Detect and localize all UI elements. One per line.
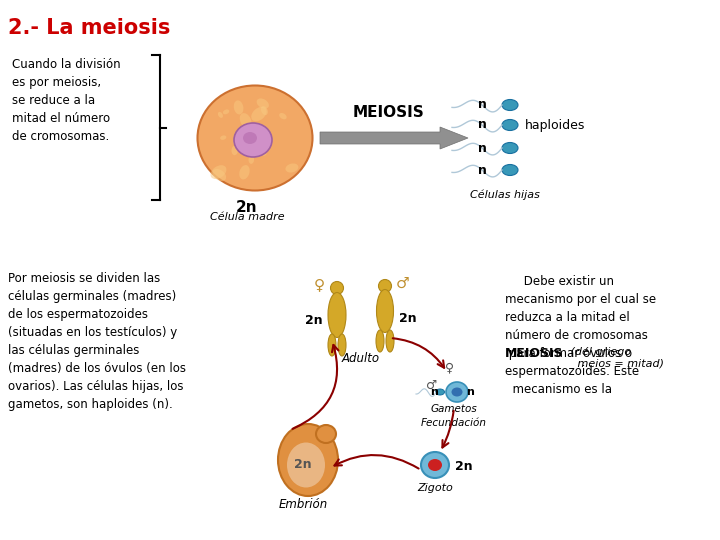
- Text: Embrión: Embrión: [279, 498, 328, 511]
- Ellipse shape: [377, 289, 394, 333]
- Ellipse shape: [502, 143, 518, 153]
- Ellipse shape: [386, 330, 394, 352]
- Ellipse shape: [379, 280, 392, 293]
- Text: MEIOSIS: MEIOSIS: [505, 347, 564, 360]
- Text: ♀: ♀: [446, 361, 454, 375]
- Ellipse shape: [248, 156, 254, 164]
- Text: (del griego
   meios = mitad): (del griego meios = mitad): [567, 347, 664, 369]
- Ellipse shape: [212, 169, 226, 181]
- Text: ♂: ♂: [396, 275, 410, 291]
- Text: 2n: 2n: [399, 312, 417, 325]
- Text: n: n: [466, 387, 474, 397]
- Ellipse shape: [234, 135, 243, 145]
- Text: 2n: 2n: [294, 458, 312, 471]
- Ellipse shape: [234, 100, 243, 114]
- Text: Fecundación: Fecundación: [421, 418, 487, 428]
- Ellipse shape: [285, 164, 298, 173]
- Ellipse shape: [279, 113, 287, 119]
- Ellipse shape: [287, 442, 325, 488]
- Ellipse shape: [233, 138, 240, 144]
- Ellipse shape: [218, 112, 223, 118]
- Text: Adulto: Adulto: [342, 352, 380, 365]
- Ellipse shape: [338, 334, 346, 356]
- Text: n: n: [477, 141, 487, 154]
- Ellipse shape: [328, 334, 336, 356]
- Ellipse shape: [240, 113, 251, 128]
- Text: n: n: [477, 164, 487, 177]
- Polygon shape: [320, 127, 468, 149]
- Text: 2n: 2n: [305, 314, 323, 327]
- Ellipse shape: [232, 145, 238, 155]
- Text: ♀: ♀: [313, 278, 325, 293]
- Text: ♂: ♂: [426, 379, 438, 392]
- Text: n: n: [430, 387, 438, 397]
- Ellipse shape: [428, 459, 442, 471]
- Ellipse shape: [256, 98, 269, 109]
- Text: 2n: 2n: [236, 200, 258, 215]
- Text: Por meiosis se dividen las
células germinales (madres)
de los espermatozoides
(s: Por meiosis se dividen las células germi…: [8, 272, 186, 411]
- Ellipse shape: [210, 165, 226, 179]
- Text: Células hijas: Células hijas: [470, 190, 540, 200]
- Ellipse shape: [502, 165, 518, 176]
- Ellipse shape: [451, 388, 462, 396]
- Text: Gametos: Gametos: [431, 404, 477, 414]
- Ellipse shape: [220, 136, 226, 140]
- Text: n: n: [477, 98, 487, 111]
- Ellipse shape: [376, 330, 384, 352]
- Ellipse shape: [223, 110, 229, 114]
- Ellipse shape: [197, 85, 312, 191]
- Text: haploides: haploides: [525, 119, 585, 132]
- Text: 2n: 2n: [455, 461, 472, 474]
- Ellipse shape: [261, 152, 266, 156]
- Ellipse shape: [502, 99, 518, 111]
- Text: n: n: [477, 118, 487, 132]
- Ellipse shape: [502, 119, 518, 131]
- Ellipse shape: [278, 424, 338, 496]
- Ellipse shape: [436, 389, 444, 395]
- Ellipse shape: [251, 107, 266, 122]
- Text: 2.- La meiosis: 2.- La meiosis: [8, 18, 171, 38]
- Text: MEIOSIS: MEIOSIS: [353, 105, 425, 120]
- Text: Debe existir un
mecanismo por el cual se
reduzca a la mitad el
número de cromoso: Debe existir un mecanismo por el cual se…: [505, 275, 656, 396]
- Text: Zigoto: Zigoto: [417, 483, 453, 493]
- Ellipse shape: [330, 281, 343, 294]
- Ellipse shape: [328, 293, 346, 338]
- Ellipse shape: [316, 425, 336, 443]
- Ellipse shape: [239, 165, 250, 179]
- Ellipse shape: [421, 452, 449, 478]
- Ellipse shape: [234, 123, 272, 157]
- Ellipse shape: [261, 106, 268, 115]
- Ellipse shape: [446, 382, 468, 402]
- Ellipse shape: [243, 132, 257, 144]
- Text: Célula madre: Célula madre: [210, 212, 284, 222]
- Text: Cuando la división
es por meiosis,
se reduce a la
mitad el número
de cromosomas.: Cuando la división es por meiosis, se re…: [12, 58, 121, 143]
